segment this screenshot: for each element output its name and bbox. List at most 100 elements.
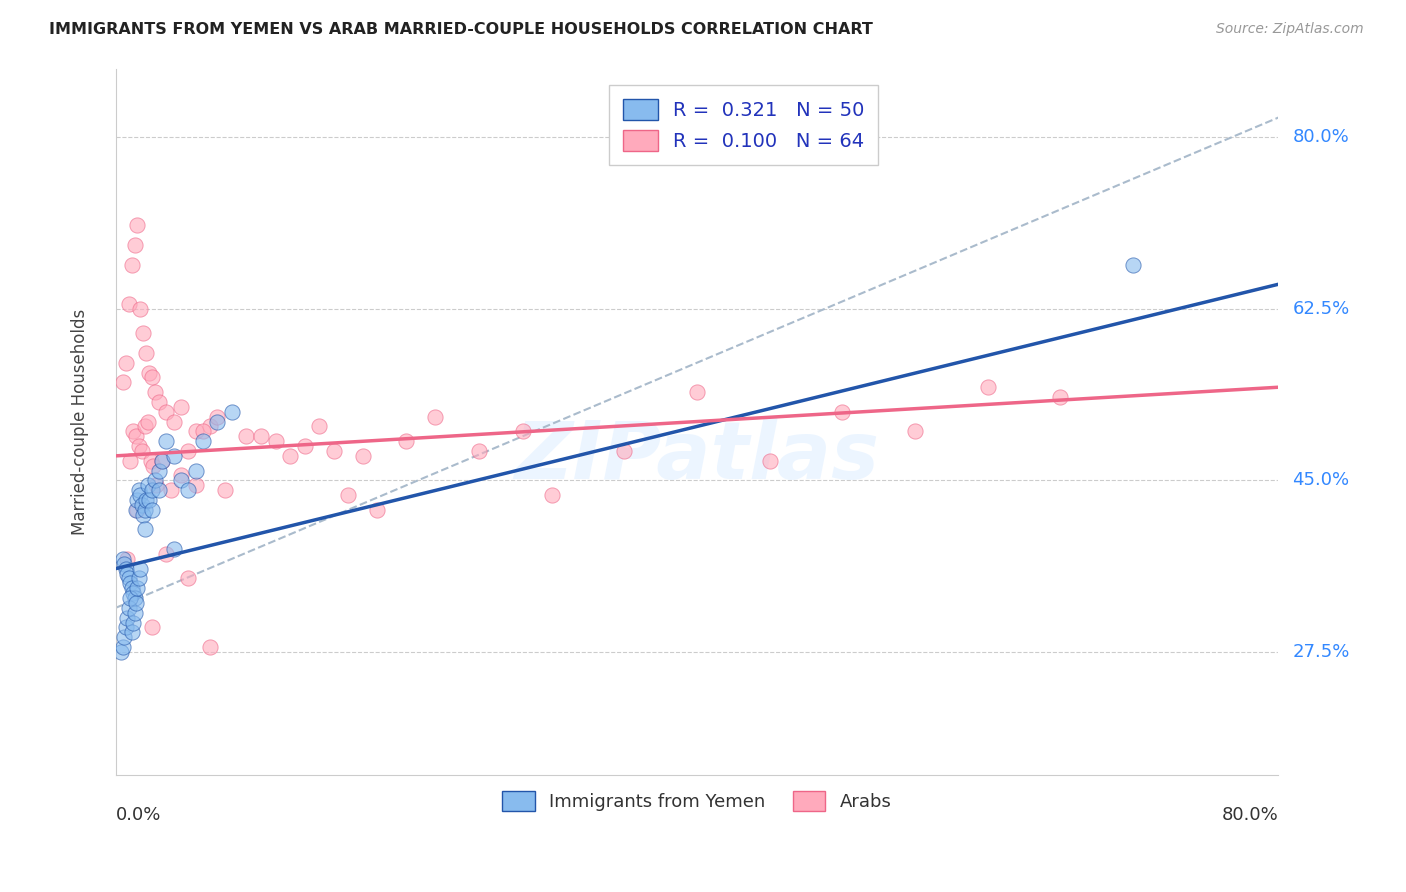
Text: 0.0%: 0.0% (115, 806, 162, 824)
Text: ZIPatlas: ZIPatlas (515, 417, 880, 496)
Point (118, 571, 141, 585)
Point (131, 444, 153, 458)
Point (184, 464, 207, 478)
Point (177, 483, 200, 498)
Point (112, 630, 135, 644)
Point (150, 454, 173, 468)
Point (122, 615, 145, 630)
Point (141, 503, 163, 517)
Point (138, 366, 160, 380)
Point (308, 419, 330, 434)
Point (117, 551, 139, 566)
Point (117, 566, 139, 581)
Point (110, 645, 132, 659)
Point (112, 557, 135, 571)
Point (191, 434, 214, 449)
Point (155, 547, 177, 561)
Point (127, 219, 149, 233)
Point (122, 425, 145, 439)
Point (127, 581, 149, 595)
Point (124, 238, 146, 252)
Point (135, 493, 157, 508)
Legend: Immigrants from Yemen, Arabs: Immigrants from Yemen, Arabs (495, 784, 898, 819)
Point (831, 405, 853, 419)
Point (264, 434, 287, 449)
Point (135, 346, 157, 360)
Point (142, 458, 165, 473)
Point (352, 449, 374, 463)
Point (124, 606, 146, 620)
Text: IMMIGRANTS FROM YEMEN VS ARAB MARRIED-COUPLE HOUSEHOLDS CORRELATION CHART: IMMIGRANTS FROM YEMEN VS ARAB MARRIED-CO… (49, 22, 873, 37)
Point (118, 600, 141, 615)
Point (114, 356, 136, 370)
Point (121, 258, 143, 272)
Point (128, 439, 150, 453)
Point (155, 434, 177, 449)
Point (125, 429, 148, 443)
Point (191, 425, 214, 439)
Point (198, 640, 221, 654)
Point (184, 425, 207, 439)
Point (150, 454, 173, 468)
Text: 80.0%: 80.0% (1222, 806, 1278, 824)
Point (337, 488, 360, 502)
Point (141, 483, 163, 498)
Point (120, 591, 142, 605)
Point (111, 376, 134, 390)
Text: 62.5%: 62.5% (1292, 300, 1350, 318)
Point (118, 297, 141, 311)
Point (134, 523, 156, 537)
Point (214, 483, 236, 498)
Point (120, 576, 142, 591)
Point (148, 395, 170, 409)
Point (177, 571, 200, 585)
Point (124, 591, 146, 605)
Point (540, 488, 562, 502)
Point (136, 415, 159, 429)
Text: 45.0%: 45.0% (1292, 471, 1350, 490)
Point (117, 610, 139, 624)
Point (294, 439, 316, 453)
Point (512, 425, 534, 439)
Point (127, 493, 149, 508)
Point (128, 571, 150, 585)
Point (170, 474, 193, 488)
Point (613, 444, 636, 458)
Point (121, 581, 143, 595)
Point (114, 561, 136, 575)
Point (170, 468, 193, 483)
Point (395, 434, 418, 449)
Point (125, 503, 148, 517)
Point (207, 415, 229, 429)
Text: 80.0%: 80.0% (1292, 128, 1350, 146)
Point (128, 483, 150, 498)
Point (120, 454, 142, 468)
Point (250, 429, 273, 443)
Point (163, 449, 186, 463)
Point (170, 400, 193, 414)
Point (184, 478, 207, 492)
Point (139, 454, 162, 468)
Point (129, 561, 152, 575)
Point (134, 419, 156, 434)
Point (138, 493, 160, 508)
Point (198, 419, 221, 434)
Point (278, 449, 301, 463)
Point (366, 503, 388, 517)
Y-axis label: Married-couple Households: Married-couple Households (72, 309, 89, 534)
Point (177, 444, 200, 458)
Point (163, 415, 186, 429)
Point (758, 454, 780, 468)
Point (134, 503, 156, 517)
Point (686, 385, 709, 400)
Point (145, 478, 167, 492)
Point (125, 596, 148, 610)
Point (111, 640, 134, 654)
Point (425, 409, 447, 424)
Point (131, 498, 153, 512)
Point (160, 483, 183, 498)
Text: Source: ZipAtlas.com: Source: ZipAtlas.com (1216, 22, 1364, 37)
Point (1049, 390, 1071, 404)
Point (111, 551, 134, 566)
Point (127, 503, 149, 517)
